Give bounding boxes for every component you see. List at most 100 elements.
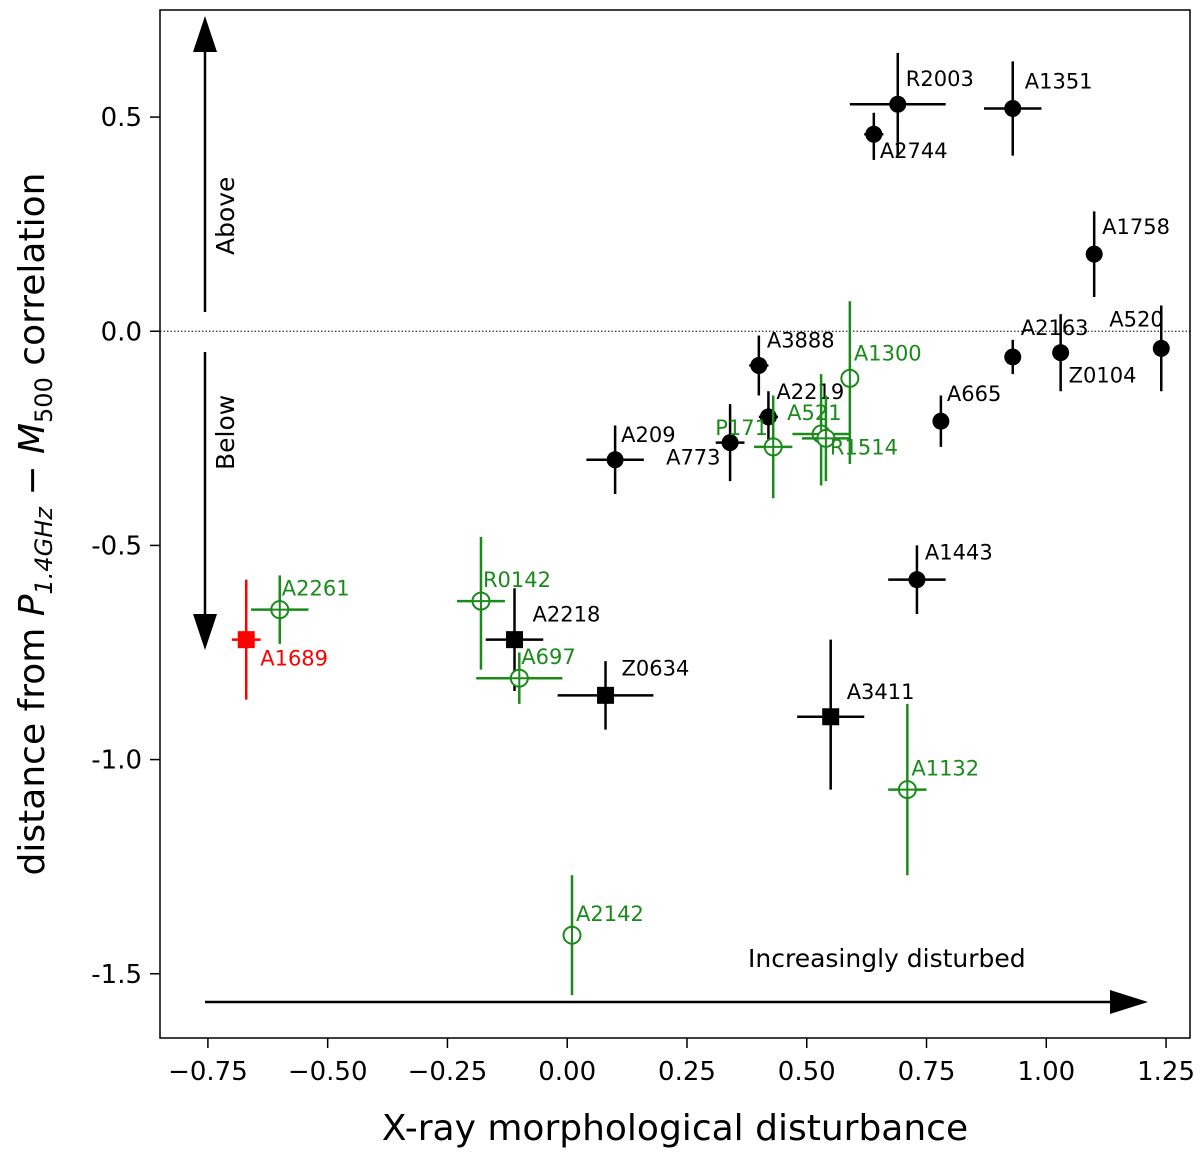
y-tick-label: -1.0 <box>91 746 142 776</box>
point-a1300: A1300 <box>840 301 922 465</box>
point-label: A521 <box>787 401 841 425</box>
point-a520: A520 <box>1109 305 1170 392</box>
point-label: P171 <box>715 416 768 440</box>
y-title-p: P <box>12 594 53 616</box>
y-title-m: M <box>12 423 53 454</box>
point-a1689: A1689 <box>231 579 328 700</box>
y-title-dash: − <box>12 454 53 507</box>
y-tick-label: -0.5 <box>91 531 142 561</box>
point-label: A209 <box>621 423 675 447</box>
point-r0142: R0142 <box>457 536 551 670</box>
x-tick-label: 0.50 <box>778 1057 836 1087</box>
point-label: R0142 <box>483 568 551 592</box>
point-label: A697 <box>521 645 575 669</box>
point-label: A2261 <box>282 577 350 601</box>
point-label: R2003 <box>906 67 974 91</box>
point-a665: A665 <box>932 382 1001 447</box>
point-label: Z0634 <box>622 656 690 680</box>
point-label: A2219 <box>776 380 844 404</box>
x-tick-label: −0.50 <box>288 1057 368 1087</box>
point-a697: A697 <box>476 645 576 704</box>
y-tick-label: 0.0 <box>101 317 142 347</box>
point-a2163: A2163 <box>1004 316 1089 375</box>
filled-circle-marker <box>721 434 739 452</box>
filled-circle-marker <box>1085 245 1103 263</box>
filled-circle-marker <box>1052 344 1070 362</box>
x-tick-label: −0.75 <box>168 1057 248 1087</box>
axis-ticks: −0.75 −0.50 −0.25 0.00 0.25 0.50 0.75 1.00 1.25 0… <box>91 103 1195 1087</box>
point-label: R1514 <box>830 435 898 459</box>
data-points: R2003 A1351 A2744 A1758 A2163 Z0104 A520 A3888 A… <box>231 52 1170 996</box>
square-marker <box>822 708 840 726</box>
disturbed-annotation: Increasingly disturbed <box>748 944 1026 973</box>
point-a3888: A3888 <box>749 329 835 396</box>
point-label: A2218 <box>533 603 601 627</box>
filled-circle-marker <box>1004 348 1022 366</box>
point-label: A3411 <box>847 680 915 704</box>
y-title-m-sub: 500 <box>30 377 58 423</box>
point-z0104: Z0104 <box>1052 314 1137 392</box>
y-title-prefix: distance from <box>12 616 53 875</box>
point-r1514: R1514 <box>801 395 898 482</box>
x-tick-label: 1.25 <box>1137 1057 1195 1087</box>
x-tick-label: 0.00 <box>538 1057 596 1087</box>
point-label: A773 <box>666 446 720 470</box>
point-a209: A209 <box>586 423 676 495</box>
above-arrowhead <box>193 16 217 52</box>
square-marker <box>506 631 524 649</box>
square-marker <box>597 686 615 704</box>
filled-circle-marker <box>932 412 950 430</box>
point-label: A2163 <box>1021 316 1089 340</box>
point-a1351: A1351 <box>984 61 1093 156</box>
y-axis-title: distance from P1.4GHz − M500 correlation <box>12 173 58 876</box>
point-a1443: A1443 <box>888 541 993 614</box>
filled-circle-marker <box>908 571 926 589</box>
point-r2003: R2003 <box>849 52 974 156</box>
filled-circle-marker <box>750 357 768 375</box>
below-arrowhead <box>193 614 217 650</box>
y-title-p-sub: 1.4GHz <box>30 506 58 595</box>
point-a1758: A1758 <box>1085 211 1170 297</box>
x-tick-label: 1.00 <box>1017 1057 1075 1087</box>
x-axis-title: X-ray morphological disturbance <box>382 1108 968 1149</box>
point-label: A2744 <box>880 139 948 163</box>
point-label: Z0104 <box>1069 364 1137 388</box>
point-label: A1689 <box>260 647 328 671</box>
point-a1132: A1132 <box>888 703 979 876</box>
y-title-suffix: correlation <box>12 173 53 378</box>
point-a773: A773 <box>666 404 745 482</box>
filled-circle-marker <box>889 95 907 113</box>
x-tick-label: 0.25 <box>658 1057 716 1087</box>
point-a2218: A2218 <box>485 588 601 692</box>
point-label: A1351 <box>1025 70 1093 94</box>
filled-circle-marker <box>1004 100 1022 118</box>
above-annotation: Above <box>211 177 240 255</box>
square-marker <box>237 631 255 649</box>
disturbed-arrowhead <box>1110 990 1148 1014</box>
point-label: A1132 <box>911 757 979 781</box>
filled-circle-marker <box>865 125 883 143</box>
plot-area <box>159 9 1191 1039</box>
point-label: A1758 <box>1102 215 1170 239</box>
x-tick-label: 0.75 <box>898 1057 956 1087</box>
point-p171: P171 <box>715 395 793 499</box>
point-label: A1443 <box>925 541 993 565</box>
point-label: A520 <box>1109 307 1163 331</box>
x-tick-label: −0.25 <box>408 1057 488 1087</box>
point-a2744: A2744 <box>864 112 948 163</box>
filled-circle-marker <box>606 451 624 469</box>
point-label: A3888 <box>767 329 835 353</box>
point-a2219: A2219 <box>758 380 844 443</box>
filled-circle-marker <box>1152 339 1170 357</box>
y-tick-label: -1.5 <box>91 960 142 990</box>
point-label: A2142 <box>576 902 644 926</box>
point-a2261: A2261 <box>251 575 350 644</box>
point-label: A665 <box>947 382 1001 406</box>
y-tick-label: 0.5 <box>101 103 142 133</box>
annotation-layer: Above Below Increasingly disturbed <box>193 16 1148 1014</box>
point-a2142: A2142 <box>562 875 644 996</box>
point-z0634: Z0634 <box>557 656 690 730</box>
below-annotation: Below <box>211 395 240 470</box>
point-label: A1300 <box>854 341 922 365</box>
